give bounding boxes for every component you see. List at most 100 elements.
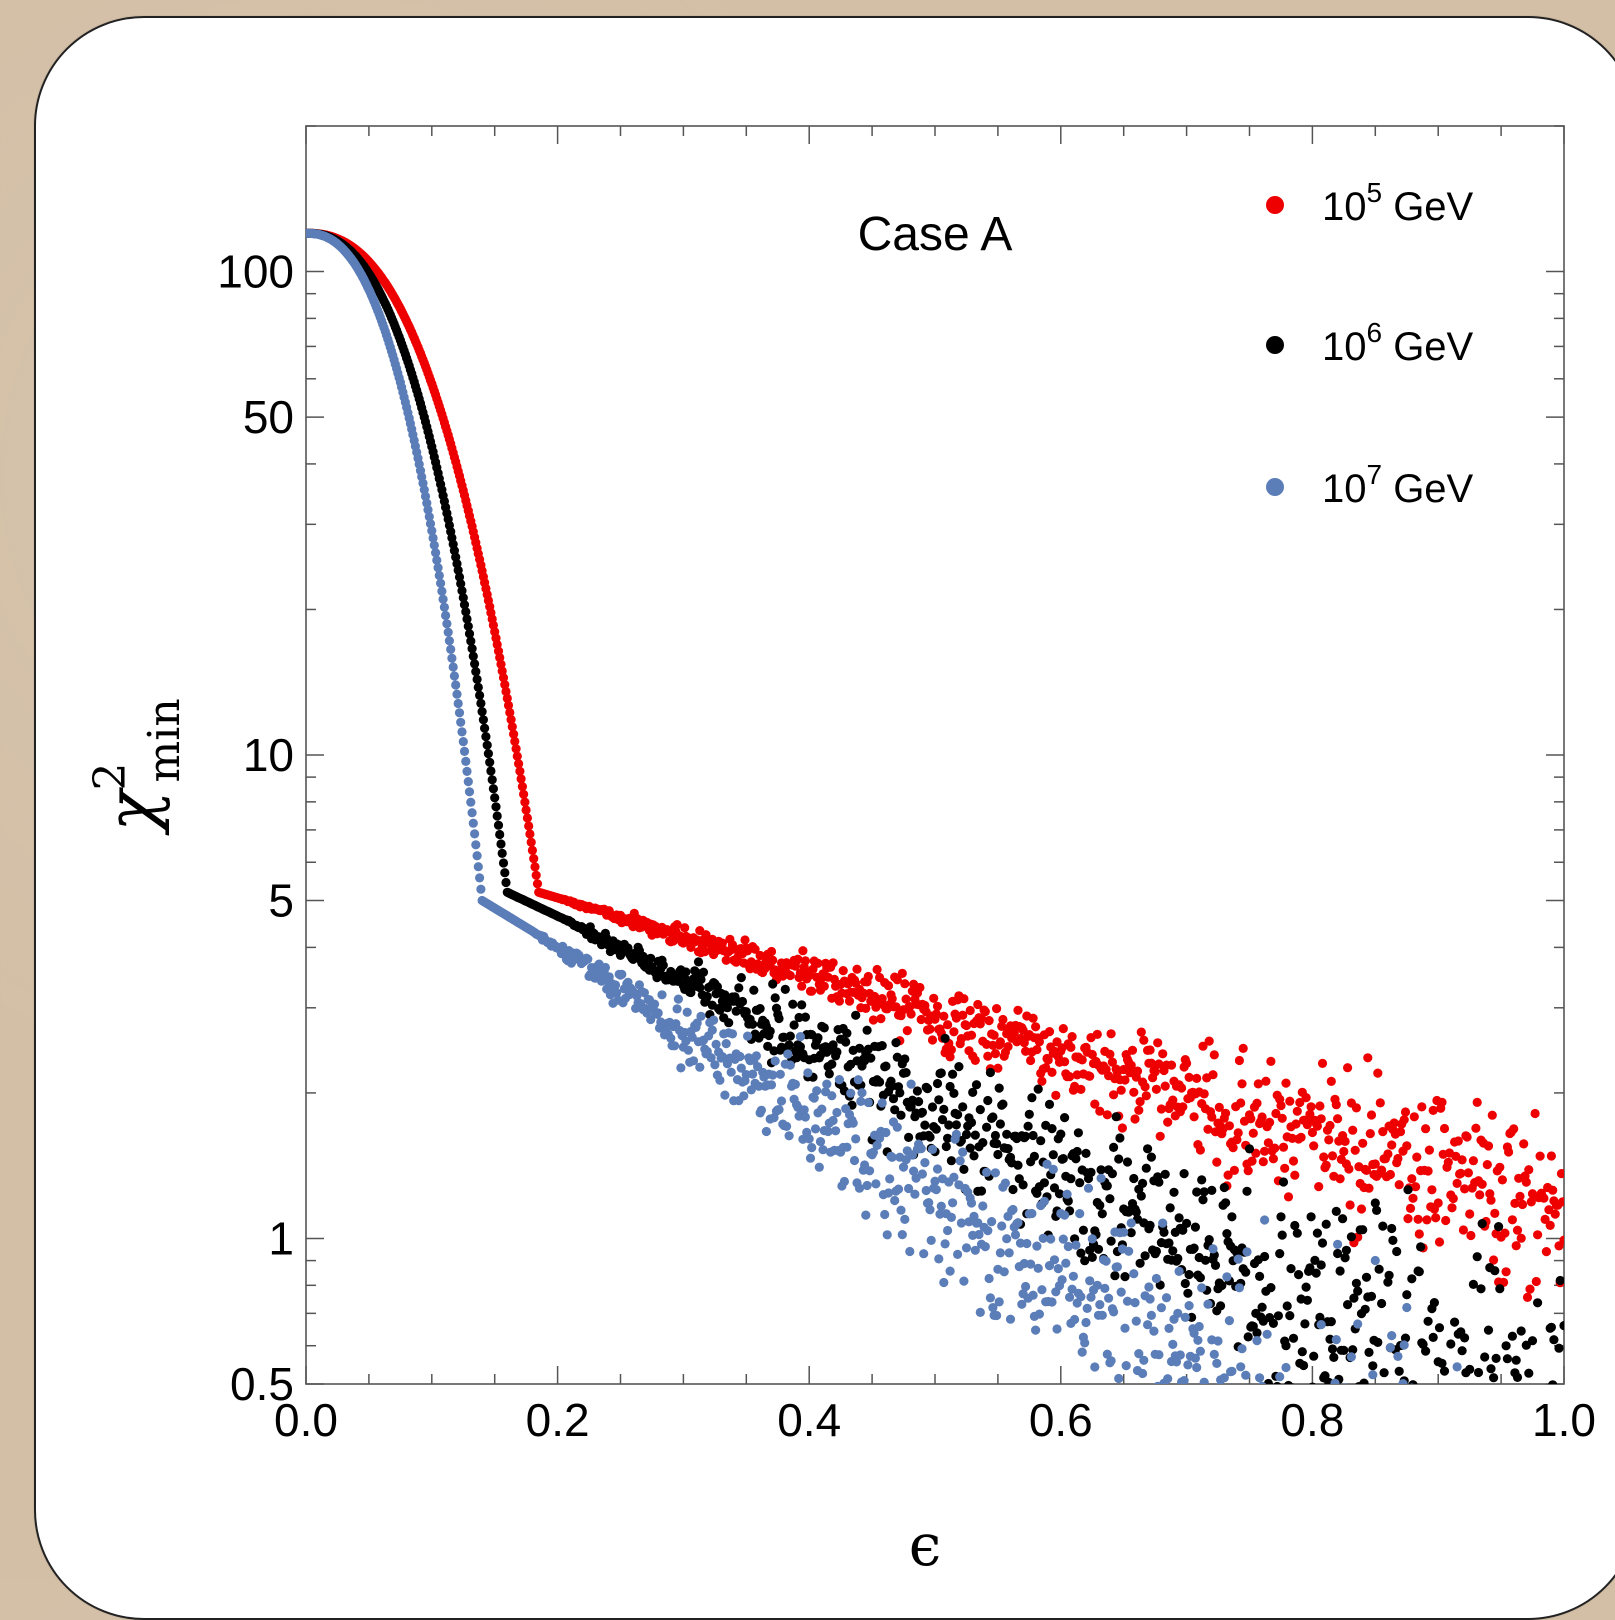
point-series-2 (1437, 1358, 1447, 1368)
point-series-1 (1363, 1053, 1373, 1063)
point-series-3 (706, 1053, 716, 1063)
point-series-1 (1407, 1174, 1417, 1184)
point-series-1 (1257, 1112, 1267, 1122)
point-series-2 (1044, 1099, 1055, 1109)
point-series-3 (1161, 1293, 1172, 1303)
point-series-1 (1559, 1235, 1564, 1245)
point-series-2 (1013, 1160, 1023, 1170)
point-series-3 (441, 610, 451, 621)
point-series-2 (1183, 1288, 1193, 1298)
y-tick-label: 0.5 (230, 1358, 294, 1410)
point-series-2 (953, 1110, 963, 1120)
point-series-3 (909, 1166, 919, 1176)
point-series-1 (1315, 1101, 1325, 1111)
point-series-3 (842, 1142, 852, 1152)
point-series-2 (789, 1020, 799, 1030)
point-series-3 (896, 1205, 906, 1215)
point-series-1 (1393, 1153, 1403, 1164)
point-series-1 (1145, 1045, 1155, 1055)
point-series-2 (1114, 1154, 1124, 1164)
point-series-1 (1281, 1078, 1291, 1088)
point-series-3 (1116, 1287, 1126, 1297)
point-series-3 (782, 1121, 792, 1131)
point-series-1 (852, 964, 862, 974)
point-series-2 (482, 740, 492, 750)
point-series-1 (1414, 1229, 1424, 1239)
point-series-2 (1491, 1353, 1501, 1363)
point-series-1 (1327, 1151, 1338, 1161)
point-series-1 (1452, 1178, 1462, 1188)
point-series-3 (849, 1155, 860, 1166)
point-series-1 (1333, 1114, 1343, 1124)
point-series-1 (891, 1002, 901, 1012)
point-series-2 (922, 1084, 933, 1094)
point-series-1 (945, 1052, 955, 1062)
point-series-2 (693, 957, 704, 967)
point-series-1 (521, 805, 531, 815)
point-series-3 (932, 1164, 943, 1174)
point-series-3 (432, 555, 442, 565)
point-series-2 (927, 1102, 938, 1112)
point-series-1 (970, 1055, 980, 1065)
point-series-2 (1210, 1260, 1221, 1270)
point-series-1 (1292, 1106, 1302, 1116)
point-series-3 (807, 1143, 817, 1153)
point-series-2 (1140, 1251, 1150, 1261)
point-series-2 (1294, 1270, 1304, 1280)
point-series-3 (434, 570, 444, 581)
point-series-2 (1146, 1152, 1156, 1162)
point-series-1 (973, 999, 983, 1010)
point-series-1 (1457, 1155, 1467, 1165)
point-series-3 (815, 1137, 826, 1147)
case-annotation: Case A (858, 208, 1013, 261)
point-series-3 (743, 1031, 753, 1041)
point-series-1 (1290, 1170, 1300, 1180)
point-series-1 (1533, 1230, 1543, 1240)
point-series-2 (1277, 1230, 1287, 1240)
point-series-3 (1114, 1373, 1124, 1384)
point-series-3 (1227, 1366, 1237, 1376)
point-series-1 (1316, 1114, 1326, 1124)
point-series-2 (1160, 1169, 1170, 1179)
point-series-3 (443, 627, 453, 637)
point-series-3 (748, 1069, 758, 1079)
point-series-3 (1305, 1385, 1314, 1394)
point-series-3 (1173, 1308, 1183, 1318)
point-series-1 (863, 971, 873, 982)
point-series-2 (1311, 1268, 1321, 1278)
point-series-2 (1368, 1361, 1378, 1371)
point-series-1 (1077, 1055, 1087, 1065)
point-series-2 (487, 775, 497, 785)
point-series-2 (1533, 1298, 1543, 1308)
point-series-1 (1409, 1112, 1419, 1122)
legend-marker-1 (1266, 196, 1284, 214)
point-series-1 (500, 680, 510, 690)
point-series-1 (1456, 1168, 1466, 1178)
point-series-1 (1060, 1057, 1070, 1067)
point-series-2 (1351, 1278, 1361, 1288)
point-series-1 (1233, 1128, 1243, 1138)
point-series-2 (702, 991, 712, 1002)
point-series-1 (1383, 1149, 1393, 1159)
point-series-3 (1333, 1239, 1343, 1249)
point-series-2 (1003, 1144, 1013, 1154)
point-series-3 (1121, 1361, 1131, 1371)
point-series-3 (1075, 1209, 1085, 1219)
point-series-2 (1028, 1130, 1038, 1141)
point-series-2 (1384, 1270, 1394, 1280)
point-series-3 (982, 1167, 992, 1177)
point-series-2 (937, 1115, 948, 1125)
point-series-3 (804, 1134, 814, 1144)
point-series-3 (1275, 1372, 1285, 1382)
point-series-3 (1262, 1329, 1272, 1339)
point-series-3 (974, 1229, 984, 1240)
point-series-2 (1111, 1112, 1121, 1122)
point-series-2 (1490, 1266, 1500, 1276)
point-series-3 (1101, 1256, 1111, 1266)
point-series-2 (724, 1018, 734, 1028)
point-series-2 (1120, 1272, 1130, 1282)
point-series-3 (934, 1254, 944, 1264)
point-series-2 (971, 1080, 982, 1090)
point-series-3 (1163, 1374, 1173, 1384)
point-series-2 (1266, 1283, 1276, 1293)
